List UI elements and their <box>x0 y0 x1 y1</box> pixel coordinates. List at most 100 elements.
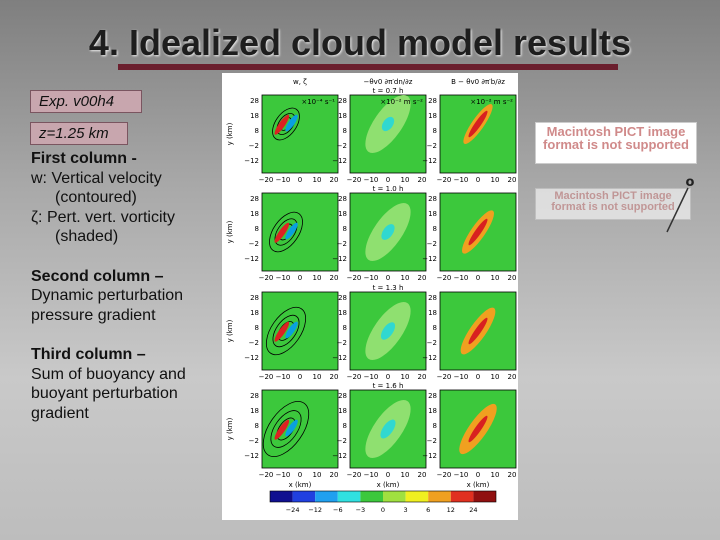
panel <box>439 94 517 174</box>
y-tick-label: −2 <box>337 240 347 248</box>
colorbar-label: 24 <box>469 506 477 514</box>
y-tick-label: −2 <box>427 339 437 347</box>
x-tick-label: −10 <box>276 274 291 282</box>
x-tick-label: −20 <box>347 274 362 282</box>
y-tick-label: −2 <box>337 437 347 445</box>
y-tick-label: 28 <box>250 195 259 203</box>
x-tick-label: −10 <box>454 471 469 479</box>
x-tick-label: 20 <box>508 176 517 184</box>
column-header: −θv0 ∂π′dn/∂z <box>364 78 413 86</box>
y-tick-label: 18 <box>338 210 347 218</box>
y-tick-label: −2 <box>337 142 347 150</box>
gradient-shading <box>381 224 395 240</box>
x-tick-label: −20 <box>259 373 274 381</box>
x-tick-label: −10 <box>364 176 379 184</box>
y-tick-label: −2 <box>337 339 347 347</box>
section-line: gradient <box>31 404 89 422</box>
y-tick-label: 18 <box>428 309 437 317</box>
panel <box>439 291 517 371</box>
colorbar-label: 3 <box>404 506 408 514</box>
colorbar-segment <box>315 491 338 502</box>
colorbar-label: −6 <box>333 506 343 514</box>
x-tick-label: 10 <box>491 471 500 479</box>
colorbar-label: 6 <box>426 506 430 514</box>
y-tick-label: 28 <box>428 294 437 302</box>
x-tick-label: −10 <box>364 274 379 282</box>
x-tick-label: 10 <box>491 274 500 282</box>
vorticity-shading <box>274 321 290 342</box>
y-tick-label: 8 <box>433 324 437 332</box>
x-tick-label: 20 <box>508 373 517 381</box>
y-axis-label: y (km) <box>226 220 234 243</box>
panel <box>439 192 517 272</box>
contour <box>274 218 298 246</box>
section-line: w: Vertical velocity <box>31 169 162 187</box>
x-tick-label: −10 <box>276 471 291 479</box>
x-tick-label: 0 <box>298 274 302 282</box>
section-line: ζ: Pert. vert. vorticity <box>31 208 175 226</box>
x-tick-label: 0 <box>298 176 302 184</box>
x-tick-label: −10 <box>276 373 291 381</box>
x-tick-label: −20 <box>347 176 362 184</box>
x-tick-label: −10 <box>454 373 469 381</box>
panel <box>261 389 339 469</box>
colorbar-label: −12 <box>308 506 322 514</box>
time-label: t = 1.0 h <box>373 185 404 193</box>
y-tick-label: 28 <box>338 97 347 105</box>
gradient-shading <box>380 322 396 340</box>
colorbar-segment <box>473 491 496 502</box>
y-tick-label: −12 <box>422 354 437 362</box>
slide-title: 4. Idealized cloud model results <box>88 22 632 63</box>
x-tick-label: 10 <box>401 176 410 184</box>
vorticity-shading <box>274 419 290 440</box>
vorticity-shading <box>274 114 290 135</box>
y-tick-label: 18 <box>250 309 259 317</box>
unit-label: ×10⁻² m s⁻² <box>380 98 423 106</box>
y-tick-label: −12 <box>244 354 259 362</box>
x-tick-label: 0 <box>476 274 480 282</box>
y-tick-label: −2 <box>249 339 259 347</box>
section-line: pressure gradient <box>31 306 156 324</box>
x-tick-label: −20 <box>437 176 452 184</box>
x-tick-label: −20 <box>259 274 274 282</box>
colorbar-label: −3 <box>356 506 366 514</box>
y-tick-label: −12 <box>422 452 437 460</box>
y-tick-label: −12 <box>244 452 259 460</box>
column-header: B − θv0 ∂π′b/∂z <box>451 78 505 86</box>
y-tick-label: 28 <box>428 392 437 400</box>
x-tick-label: 10 <box>313 471 322 479</box>
y-tick-label: −12 <box>332 354 347 362</box>
y-tick-label: −2 <box>427 240 437 248</box>
x-tick-label: 10 <box>491 176 500 184</box>
y-tick-label: 28 <box>428 195 437 203</box>
time-label: t = 0.7 h <box>373 87 404 95</box>
section-line: (contoured) <box>55 189 137 206</box>
gradient-shading <box>468 415 488 443</box>
y-axis-label: y (km) <box>226 319 234 342</box>
column-header: w, ζ <box>293 78 307 86</box>
x-tick-label: −20 <box>437 471 452 479</box>
x-tick-label: 20 <box>418 176 427 184</box>
x-tick-label: 20 <box>418 373 427 381</box>
colorbar-segment <box>360 491 383 502</box>
section: Second column – Dynamic perturbation press… <box>31 267 221 326</box>
y-tick-label: 28 <box>338 392 347 400</box>
x-tick-label: 10 <box>313 274 322 282</box>
y-tick-label: −12 <box>332 452 347 460</box>
y-tick-label: 8 <box>255 225 259 233</box>
colorbar-segment <box>337 491 361 502</box>
colorbar-label: 0 <box>381 506 385 514</box>
panel <box>439 389 517 469</box>
vorticity-shading <box>274 222 290 243</box>
vorticity-shading <box>285 419 298 437</box>
y-tick-label: 8 <box>343 324 347 332</box>
colorbar-frame <box>269 490 497 503</box>
section: Third column – Sum of buoyancy and buoyant… <box>31 345 221 423</box>
panel <box>349 94 427 174</box>
x-tick-label: −10 <box>364 373 379 381</box>
x-tick-label: 0 <box>476 373 480 381</box>
image-placeholder: Macintosh PICT image format is not suppo… <box>535 122 697 164</box>
time-label: t = 1.6 h <box>373 382 404 390</box>
